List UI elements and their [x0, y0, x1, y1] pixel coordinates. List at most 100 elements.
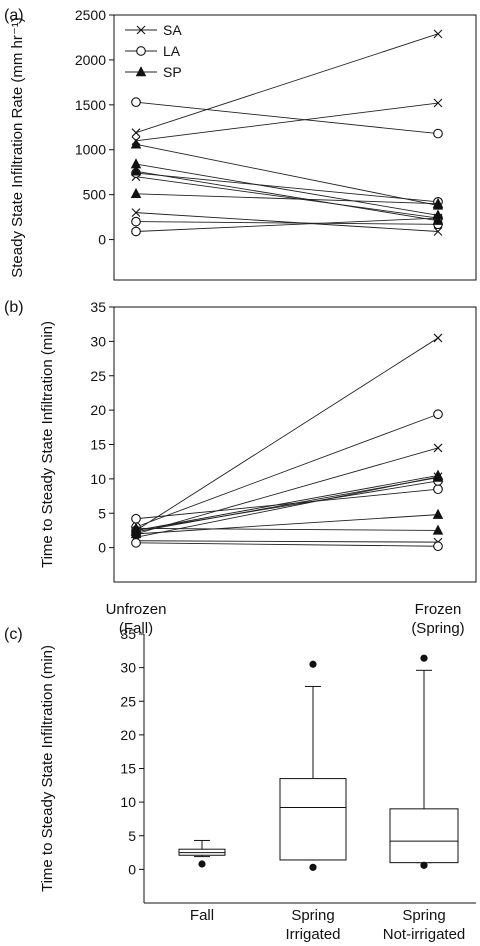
- y-tick-label: 10: [90, 471, 106, 487]
- x-marker-stroke: [433, 443, 443, 453]
- sa-marker: [433, 227, 443, 236]
- x-marker-stroke: [433, 227, 443, 236]
- series-line: [135, 101, 439, 135]
- sp-legend-marker: [135, 66, 147, 77]
- outlier-point: [309, 660, 317, 668]
- y-tick-label: 5: [98, 505, 106, 521]
- outlier-point: [420, 654, 428, 662]
- x-marker-stroke: [131, 128, 141, 138]
- panel-letter: (b): [4, 299, 24, 316]
- sp-marker: [130, 187, 142, 198]
- x-category-label: (Fall): [119, 620, 153, 637]
- series-line: [135, 176, 439, 219]
- series-line: [135, 102, 439, 142]
- y-tick-label: 2000: [75, 52, 106, 68]
- x-marker-stroke: [131, 208, 141, 218]
- series-line: [135, 488, 439, 520]
- x-category-label: Irrigated: [285, 926, 340, 943]
- la-marker: [131, 537, 141, 548]
- la-marker: [433, 541, 443, 552]
- series-line: [135, 480, 439, 531]
- legend-label: LA: [163, 43, 181, 59]
- outlier-point: [198, 860, 206, 868]
- la-marker: [433, 484, 443, 495]
- box-0: [178, 839, 226, 868]
- sa-marker: [131, 128, 141, 138]
- x-marker-stroke: [136, 25, 146, 35]
- la-marker: [131, 97, 141, 107]
- y-tick-label: 0: [128, 861, 136, 877]
- series-line: [135, 337, 439, 531]
- sp-marker: [432, 197, 444, 208]
- x-category-label: (Spring): [411, 620, 464, 637]
- series-line: [135, 221, 439, 225]
- x-category-label: Frozen: [415, 601, 462, 618]
- sa-marker: [131, 208, 141, 218]
- series-line: [135, 474, 439, 531]
- y-tick-label: 15: [90, 437, 106, 453]
- sp-marker: [130, 524, 142, 535]
- outlier-point: [309, 863, 317, 871]
- y-tick-label: 25: [120, 693, 136, 709]
- sp-marker: [432, 214, 444, 225]
- sp-marker: [432, 508, 444, 519]
- sa-marker: [433, 333, 443, 343]
- legend-label: SP: [163, 64, 182, 80]
- y-tick-label: 1000: [75, 142, 106, 158]
- sa-legend-marker: [136, 25, 146, 35]
- series-line: [135, 514, 439, 535]
- series-line: [135, 447, 439, 535]
- x-category-label: Spring: [402, 907, 445, 924]
- la-marker: [131, 513, 141, 524]
- series-line: [135, 212, 439, 232]
- y-tick-label: 35: [90, 299, 106, 315]
- x-category-label: Spring: [291, 907, 334, 924]
- y-tick-label: 5: [128, 828, 136, 844]
- sp-marker: [432, 524, 444, 535]
- series-line: [135, 33, 439, 134]
- y-tick-label: 20: [90, 402, 106, 418]
- la-marker: [433, 128, 443, 139]
- series-line: [135, 193, 439, 205]
- la-marker: [433, 409, 443, 420]
- y-tick-label: 30: [120, 660, 136, 676]
- y-tick-label: 15: [120, 761, 136, 777]
- y-tick-label: 30: [90, 333, 106, 349]
- sp-marker: [130, 165, 142, 176]
- box-1: [279, 660, 347, 871]
- y-tick-label: 20: [120, 727, 136, 743]
- y-axis-label: Time to Steady State Infiltration (min): [39, 321, 56, 568]
- sa-marker: [433, 29, 443, 39]
- series-line: [135, 540, 439, 543]
- plot-frame: [113, 14, 477, 281]
- panel-letter: (a): [4, 7, 24, 24]
- series-line: [135, 172, 439, 203]
- la-legend-marker: [136, 46, 146, 56]
- y-tick-label: 25: [90, 368, 106, 384]
- x-category-label: Unfrozen: [106, 601, 167, 618]
- y-tick-label: 0: [98, 540, 106, 556]
- series-line: [135, 413, 439, 528]
- y-tick-label: 500: [83, 187, 107, 203]
- box-body: [389, 808, 459, 864]
- y-tick-label: 10: [120, 794, 136, 810]
- x-category-label: Fall: [190, 907, 214, 924]
- series-line: [135, 542, 439, 547]
- panel-letter: (c): [4, 626, 23, 643]
- series-line: [135, 527, 439, 531]
- series-line: [135, 217, 439, 232]
- series-line: [135, 170, 439, 222]
- x-category-label: Not-irrigated: [383, 926, 466, 943]
- y-axis-label: Time to Steady State Infiltration (min): [39, 645, 56, 892]
- x-marker-stroke: [433, 98, 443, 108]
- y-tick-label: 1500: [75, 97, 106, 113]
- y-tick-label: 35: [120, 626, 136, 642]
- y-tick-label: 0: [98, 232, 106, 248]
- x-marker-stroke: [433, 29, 443, 39]
- series-line: [135, 143, 439, 206]
- sa-marker: [433, 98, 443, 108]
- y-axis-label: Steady State Infiltration Rate (mm hr⁻¹): [9, 17, 26, 278]
- x-marker-stroke: [433, 333, 443, 343]
- series-line: [135, 163, 439, 216]
